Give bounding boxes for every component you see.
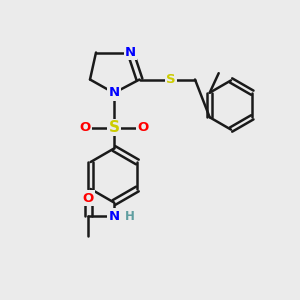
Text: O: O [83, 191, 94, 205]
Text: N: N [108, 209, 120, 223]
Text: N: N [125, 46, 136, 59]
Text: H: H [125, 209, 134, 223]
Text: O: O [137, 121, 148, 134]
Text: O: O [80, 121, 91, 134]
Text: N: N [108, 86, 120, 100]
Text: S: S [109, 120, 119, 135]
Text: S: S [166, 73, 176, 86]
